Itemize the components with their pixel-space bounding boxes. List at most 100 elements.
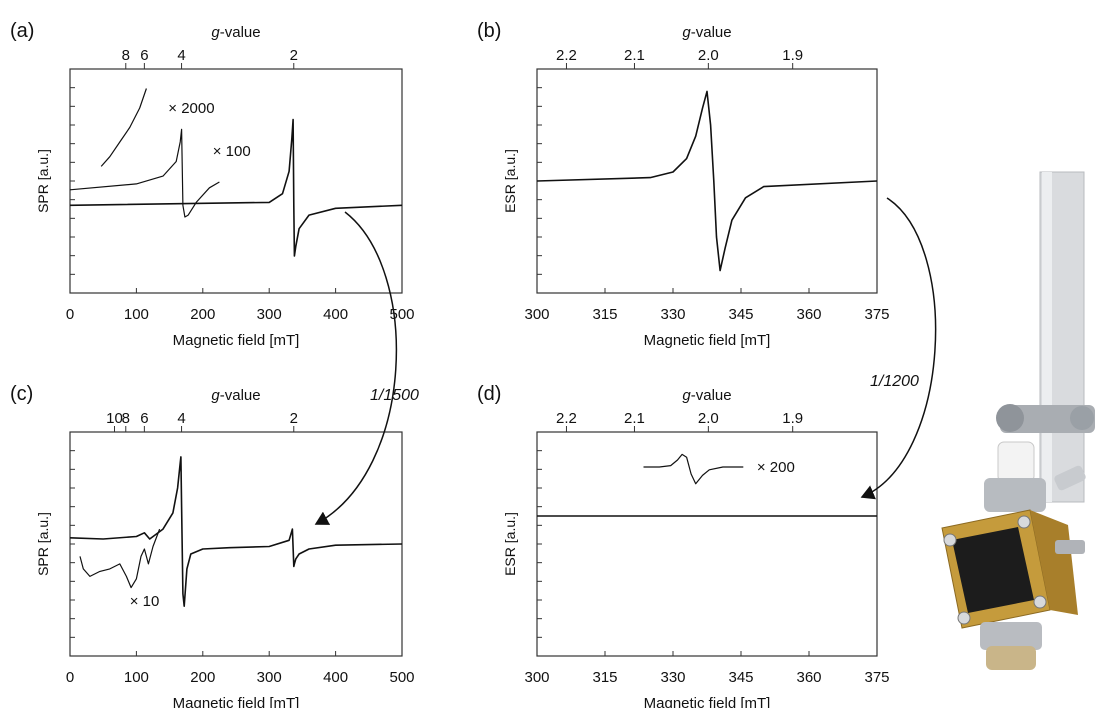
- chart-panel-a: (a) 0 100 200 300 400 500 Magnetic field [mT] SP…: [10, 20, 415, 349]
- g-axis-title-rest: -value: [220, 24, 261, 41]
- x-tick-label: 360: [796, 669, 821, 686]
- y-axis-label: SPR [a.u.]: [35, 149, 51, 213]
- g-axis-title-italic: g: [682, 387, 691, 404]
- g-tick-label: 1.9: [782, 47, 803, 64]
- chart-panel-c: (c) 0 100 200 300 400 500 Magnetic field [mT] SP…: [10, 383, 415, 708]
- x-tick-label: 345: [728, 669, 753, 686]
- plot-frame: [69, 431, 403, 657]
- panel-label: (c): [10, 383, 33, 405]
- panel-label: (a): [10, 20, 34, 42]
- probe-clamp: [1000, 405, 1095, 433]
- x-tick-label: 400: [323, 306, 348, 323]
- g-axis-title-rest: -value: [691, 387, 732, 404]
- g-tick-label: 4: [177, 47, 185, 64]
- x-tick-label: 0: [66, 669, 74, 686]
- panel-label: (b): [477, 20, 501, 42]
- x-tick-label: 300: [524, 669, 549, 686]
- g-axis-title-italic: g: [211, 24, 220, 41]
- cavity-screw: [957, 611, 971, 625]
- plot-frame: [69, 68, 403, 294]
- g-tick-label: 2.1: [624, 47, 645, 64]
- x-tick-label: 300: [257, 306, 282, 323]
- g-tick-label: 2.0: [698, 47, 719, 64]
- panel-label: (d): [477, 383, 501, 405]
- probe-collar: [984, 478, 1046, 512]
- x-tick-label: 100: [124, 306, 149, 323]
- esr-cavity-probe-photo-icon: [941, 171, 1095, 670]
- g-tick-label: 2.0: [698, 410, 719, 427]
- g-tick-label: 4: [177, 410, 185, 427]
- g-tick-label: 2: [290, 410, 298, 427]
- x-tick-label: 315: [592, 306, 617, 323]
- scale-annotation: × 10: [130, 593, 160, 610]
- x-tick-label: 375: [864, 306, 889, 323]
- g-tick-label: 8: [122, 47, 130, 64]
- scale-annotation: × 200: [757, 459, 795, 476]
- probe-connector: [997, 441, 1035, 483]
- g-tick-label: 6: [140, 410, 148, 427]
- x-tick-label: 500: [389, 669, 414, 686]
- scale-arrow-b-to-d: [860, 197, 937, 500]
- x-axis-label: Magnetic field [mT]: [644, 332, 771, 349]
- probe-rod-highlight: [1042, 172, 1052, 502]
- g-tick-label: 8: [122, 410, 130, 427]
- probe-side-arm: [1054, 465, 1086, 491]
- g-tick-label: 6: [140, 47, 148, 64]
- scale-ratio-label: 1/1200: [870, 373, 919, 390]
- g-axis-title: g-value: [211, 24, 260, 41]
- scale-ratio-label: 1/1500: [370, 387, 419, 404]
- g-axis-title: g-value: [211, 387, 260, 404]
- chart-panel-d: (d) 300 315 330 345 360 375 Magnetic field [mT]…: [477, 383, 890, 708]
- cavity-block-side: [1030, 510, 1078, 615]
- x-tick-label: 100: [124, 669, 149, 686]
- x-axis-label: Magnetic field [mT]: [173, 332, 300, 349]
- x-tick-label: 330: [660, 669, 685, 686]
- g-tick-label: 10: [106, 410, 123, 427]
- cavity-screw: [1017, 515, 1031, 529]
- series-line-x100: [69, 128, 220, 218]
- series-line-main: [536, 90, 878, 272]
- probe-side-port: [1055, 540, 1085, 554]
- x-tick-label: 360: [796, 306, 821, 323]
- g-axis-title-italic: g: [682, 24, 691, 41]
- y-axis-label: ESR [a.u.]: [502, 149, 518, 213]
- series-line-x200: [643, 453, 744, 485]
- plot-frame: [536, 431, 878, 657]
- scale-annotation: × 2000: [168, 100, 214, 117]
- g-axis-title: g-value: [682, 387, 731, 404]
- g-tick-label: 1.9: [782, 410, 803, 427]
- x-tick-label: 345: [728, 306, 753, 323]
- probe-base: [980, 622, 1042, 650]
- x-tick-label: 300: [257, 669, 282, 686]
- x-tick-label: 500: [389, 306, 414, 323]
- series-line-main: [69, 118, 403, 257]
- series-line-x10: [79, 528, 161, 589]
- x-axis-label: Magnetic field [mT]: [644, 695, 771, 708]
- g-tick-label: 2: [290, 47, 298, 64]
- y-axis-label: ESR [a.u.]: [502, 512, 518, 576]
- scale-arrows: 1/1500 1/1200: [314, 197, 937, 525]
- g-tick-label: 2.2: [556, 47, 577, 64]
- x-tick-label: 300: [524, 306, 549, 323]
- probe-base-ring: [986, 646, 1036, 670]
- cavity-screw: [1033, 595, 1047, 609]
- g-axis-title-italic: g: [211, 387, 220, 404]
- x-tick-label: 200: [190, 669, 215, 686]
- y-axis-label: SPR [a.u.]: [35, 512, 51, 576]
- g-axis-title-rest: -value: [691, 24, 732, 41]
- plot-frame: [536, 68, 878, 294]
- x-tick-label: 375: [864, 669, 889, 686]
- series-line-x2000: [100, 88, 147, 167]
- series-line-main: [69, 456, 403, 608]
- g-axis-title-rest: -value: [220, 387, 261, 404]
- cavity-window: [952, 527, 1034, 613]
- x-tick-label: 0: [66, 306, 74, 323]
- x-tick-label: 200: [190, 306, 215, 323]
- x-tick-label: 330: [660, 306, 685, 323]
- g-tick-label: 2.1: [624, 410, 645, 427]
- probe-clamp-knob: [996, 404, 1024, 432]
- x-tick-label: 315: [592, 669, 617, 686]
- g-axis-title: g-value: [682, 24, 731, 41]
